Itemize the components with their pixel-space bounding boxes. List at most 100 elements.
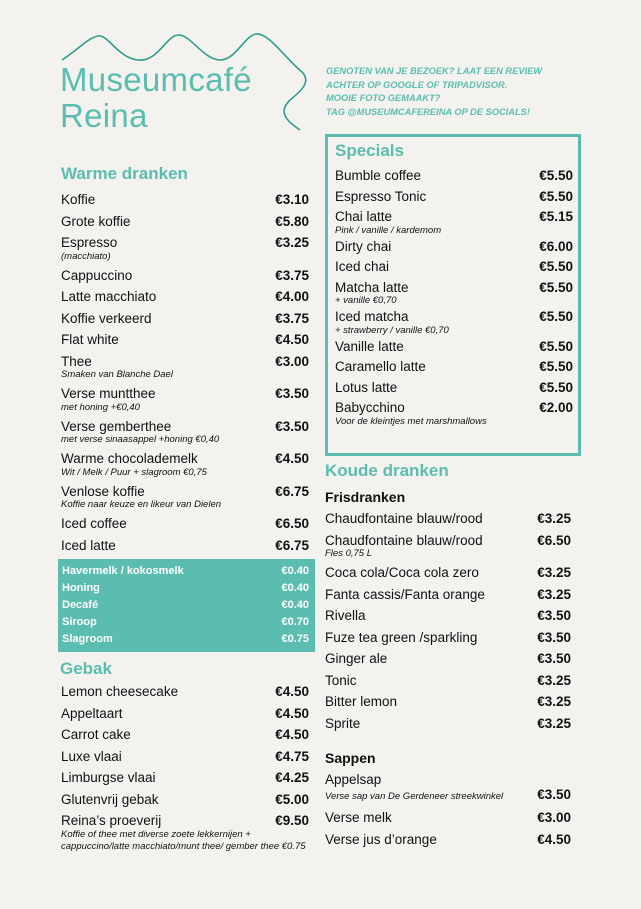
extra-price: €0.40	[281, 565, 309, 577]
promo-line: Mooie foto gemaakt?	[326, 93, 441, 104]
item-name: Rivella	[325, 608, 366, 623]
section-title-gebak: Gebak	[60, 659, 112, 678]
extra-name: Decafé	[62, 599, 99, 611]
menu-item-row: Ginger ale €3.50	[325, 649, 571, 670]
menu-item: Matcha latte €5.50 + vanille €0,70	[335, 278, 573, 308]
item-name: Caramello latte	[335, 359, 426, 374]
menu-item: Luxe vlaai €4.75	[61, 747, 309, 768]
menu-item-row: Cappuccino €3.75	[61, 266, 309, 287]
item-price: €5.50	[539, 259, 573, 274]
item-name: Ginger ale	[325, 651, 388, 666]
item-price: €3.50	[275, 386, 309, 401]
item-price: €3.25	[537, 511, 571, 526]
item-price: €3.25	[537, 715, 571, 731]
extra-item: Havermelk / kokosmelk €0.40	[62, 563, 309, 580]
menu-item: Verse muntthee €3.50 met honing +€0,40	[61, 384, 309, 414]
item-description: Voor de kleintjes met marshmallows	[335, 415, 487, 427]
menu-item-row: Glutenvrij gebak €5.00	[61, 790, 309, 811]
item-price: €6.00	[539, 238, 573, 254]
page-title: Museumcafé Reina	[60, 62, 252, 134]
promo-line: achter op Google of Tripadvisor.	[326, 79, 508, 90]
item-price: €4.00	[275, 289, 309, 304]
menu-item-row: Verse muntthee €3.50	[61, 384, 309, 405]
item-price: €4.75	[275, 748, 309, 764]
menu-item: Verse melk €3.00	[325, 808, 571, 829]
menu-item: Fanta cassis/Fanta orange €3.25	[325, 585, 571, 606]
section-title-koude-dranken: Koude dranken	[325, 461, 449, 480]
menu-item-row: Espresso €3.25	[61, 233, 309, 254]
menu-item: Glutenvrij gebak €5.00	[61, 790, 309, 811]
menu-item-row: Verse gemberthee €3.50	[61, 417, 309, 438]
item-name: Espresso	[61, 235, 118, 250]
item-name: Dirty chai	[335, 238, 392, 254]
item-price: €3.25	[537, 565, 571, 580]
item-price: €3.25	[537, 672, 571, 688]
menu-item: Iced matcha €5.50 + strawberry / vanille €…	[335, 307, 573, 337]
item-name: Iced chai	[335, 259, 390, 274]
item-name: Matcha latte	[335, 279, 409, 295]
menu-item: Bumble coffee €5.50	[335, 166, 573, 187]
item-name: Coca cola/Coca cola zero	[325, 565, 479, 580]
menu-item: Caramello latte €5.50	[335, 357, 573, 378]
menu-item: Babycchino €2.00 Voor de kleintjes met mar…	[335, 398, 573, 428]
item-name: Babycchino	[335, 400, 405, 415]
item-price: €9.50	[275, 813, 309, 828]
item-price: €4.50	[537, 831, 571, 847]
item-price: €5.00	[275, 791, 309, 807]
menu-item: Cappuccino €3.75	[61, 266, 309, 287]
item-price: €6.50	[275, 516, 309, 531]
menu-item-row: Iced latte €6.75	[61, 536, 309, 557]
item-price: €3.50	[537, 608, 571, 623]
item-description: Verse sap van De Gerdeneer streekwinkel	[325, 790, 504, 802]
menu-item: Latte macchiato €4.00	[61, 287, 309, 308]
extra-price: €0.75	[281, 633, 309, 645]
item-price: €3.50	[275, 418, 309, 434]
extra-price: €0.40	[281, 582, 309, 594]
menu-item-row: Rivella €3.50	[325, 606, 571, 627]
item-price: €4.50	[275, 705, 309, 721]
menu-item-row: Chaudfontaine blauw/rood €6.50	[325, 531, 571, 552]
item-description: + vanille €0,70	[335, 295, 397, 306]
subsection-title-sappen: Sappen	[325, 750, 376, 766]
item-name: Bumble coffee	[335, 168, 422, 183]
menu-item-row: Verse jus d’orange €4.50	[325, 830, 571, 851]
item-name: Cappuccino	[61, 267, 133, 283]
menu-item-row: Bumble coffee €5.50	[335, 166, 573, 187]
item-description: Koffie naar keuze en likeur van Dielen	[61, 499, 222, 510]
menu-item: Flat white €4.50	[61, 330, 309, 351]
item-name: Fuze tea green /sparkling	[325, 629, 478, 645]
menu-item-row: Grote koffie €5.80	[61, 212, 309, 233]
item-name: Venlose koffie	[61, 483, 145, 499]
item-name: Warme chocolademelk	[61, 451, 198, 466]
item-name: Koffie	[61, 192, 96, 207]
menu-item-row: Iced coffee €6.50	[61, 514, 309, 535]
item-name: Koffie verkeerd	[61, 310, 152, 326]
menu-item: Carrot cake €4.50	[61, 725, 309, 746]
review-promo: Genoten van je bezoek? Laat een review a…	[326, 65, 542, 119]
menu-item: Ginger ale €3.50	[325, 649, 571, 670]
item-name: Verse jus d’orange	[325, 831, 437, 847]
menu-item: Fuze tea green /sparkling €3.50	[325, 628, 571, 649]
item-name: Verse gemberthee	[61, 418, 172, 434]
menu-item-sub-row: Verse sap van De Gerdeneer streekwinkel €…	[325, 787, 571, 806]
menu-item: Vanille latte €5.50	[335, 337, 573, 358]
item-name: Verse melk	[325, 810, 392, 825]
menu-item-row: Bitter lemon €3.25	[325, 692, 571, 713]
item-price: €6.75	[275, 537, 309, 553]
extra-item: Decafé €0.40	[62, 597, 309, 614]
menu-item: Grote koffie €5.80	[61, 212, 309, 233]
menu-item-row: Iced chai €5.50	[335, 257, 573, 278]
item-name: Appeltaart	[61, 705, 123, 721]
menu-item-row: Caramello latte €5.50	[335, 357, 573, 378]
menu-item: Warme chocolademelk €4.50 Wit / Melk / Puu…	[61, 449, 309, 479]
specials-box: Specials Bumble coffee €5.50 Espresso Toni…	[325, 134, 581, 456]
promo-line: Genoten van je bezoek? Laat een review	[326, 66, 543, 76]
extra-price: €0.40	[281, 599, 309, 611]
item-price: €5.15	[539, 209, 573, 224]
item-name: Sprite	[325, 715, 361, 731]
menu-item-row: Luxe vlaai €4.75	[61, 747, 309, 768]
item-name: Appelsap	[325, 772, 382, 787]
item-price: €5.50	[539, 359, 573, 374]
item-name: Tonic	[325, 672, 357, 688]
menu-item: Koffie €3.10	[61, 190, 309, 211]
